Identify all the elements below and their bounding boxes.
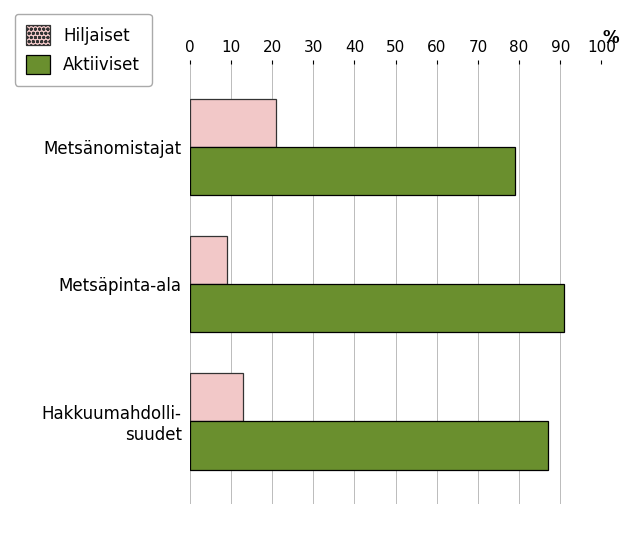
Bar <box>190 374 243 421</box>
Bar <box>190 99 276 147</box>
Bar <box>190 99 276 147</box>
Bar <box>190 284 565 332</box>
Bar <box>190 236 227 284</box>
Text: %: % <box>602 29 619 47</box>
Legend: Hiljaiset, Aktiiviset: Hiljaiset, Aktiiviset <box>15 14 151 86</box>
Bar <box>190 147 515 195</box>
Bar <box>190 421 548 470</box>
Bar <box>190 374 243 421</box>
Bar <box>190 236 227 284</box>
